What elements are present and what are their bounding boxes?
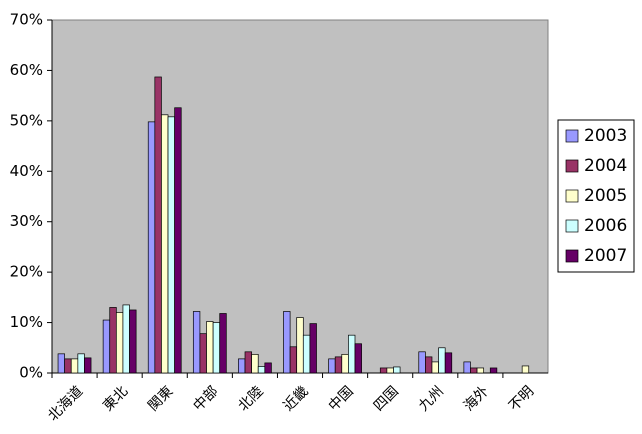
x-tick-label: 海外 xyxy=(461,383,492,414)
legend-label: 2005 xyxy=(584,186,627,206)
bar xyxy=(161,114,169,374)
legend-swatch xyxy=(565,249,579,263)
y-tick-label: 10% xyxy=(10,313,43,331)
bar xyxy=(154,76,162,374)
bar xyxy=(238,358,246,374)
bar xyxy=(425,356,433,374)
legend-label: 2004 xyxy=(584,156,627,176)
bar xyxy=(109,307,117,374)
y-tick-label: 50% xyxy=(10,111,43,129)
legend-swatch xyxy=(565,219,579,233)
legend-label: 2003 xyxy=(584,126,627,146)
bar xyxy=(129,309,137,374)
bar xyxy=(219,313,227,374)
bar xyxy=(393,366,401,374)
bar xyxy=(444,352,453,374)
bar xyxy=(521,365,530,374)
bar xyxy=(296,317,304,374)
bar xyxy=(283,311,291,374)
bar xyxy=(264,362,272,374)
bar xyxy=(102,319,111,374)
bar xyxy=(438,347,446,374)
bar xyxy=(379,367,388,374)
x-tick-label: 北陸 xyxy=(235,383,266,414)
bar xyxy=(64,358,72,374)
bar xyxy=(212,322,221,374)
bar xyxy=(489,367,498,374)
legend-label: 2006 xyxy=(584,216,627,236)
bar xyxy=(57,353,65,374)
bar xyxy=(167,116,175,374)
bar xyxy=(192,311,201,374)
bar xyxy=(470,367,478,374)
bar xyxy=(328,358,336,374)
bar xyxy=(348,334,356,374)
bar xyxy=(386,367,394,374)
bar xyxy=(199,333,207,374)
bar xyxy=(354,343,362,374)
bar xyxy=(341,353,349,374)
x-tick-label: 不明 xyxy=(506,383,537,414)
x-tick-label: 四国 xyxy=(371,383,402,414)
bar xyxy=(84,357,92,374)
legend-swatch xyxy=(565,129,579,143)
y-tick-label: 30% xyxy=(10,212,43,230)
y-tick-label: 40% xyxy=(10,162,43,180)
bar xyxy=(251,353,259,374)
bar xyxy=(122,304,130,374)
bar xyxy=(309,323,317,374)
x-tick-label: 九州 xyxy=(416,383,447,414)
legend-swatch xyxy=(565,189,579,203)
x-tick-label: 中部 xyxy=(190,383,221,414)
y-tick-label: 0% xyxy=(19,364,43,382)
bar xyxy=(476,367,485,374)
x-tick-label: 東北 xyxy=(100,383,131,414)
bar xyxy=(147,121,156,374)
y-tick-label: 20% xyxy=(10,263,43,281)
bar xyxy=(463,361,471,374)
bar xyxy=(115,312,124,374)
x-tick-label: 近畿 xyxy=(281,383,312,414)
x-tick-label: 北海道 xyxy=(45,383,86,424)
bar xyxy=(289,346,298,374)
x-tick-label: 関東 xyxy=(145,383,176,414)
y-tick-label: 70% xyxy=(10,11,43,29)
bar xyxy=(302,334,311,374)
y-tick-label: 60% xyxy=(10,61,43,79)
bar xyxy=(77,353,85,374)
bar xyxy=(174,107,182,374)
bar xyxy=(418,351,426,374)
bar xyxy=(244,351,252,374)
bar xyxy=(334,356,343,374)
bar xyxy=(257,366,266,374)
legend-swatch xyxy=(565,159,579,173)
bar xyxy=(70,358,79,374)
bar xyxy=(431,361,439,374)
x-tick-label: 中国 xyxy=(326,383,357,414)
bar xyxy=(206,321,214,374)
legend-label: 2007 xyxy=(584,246,627,266)
